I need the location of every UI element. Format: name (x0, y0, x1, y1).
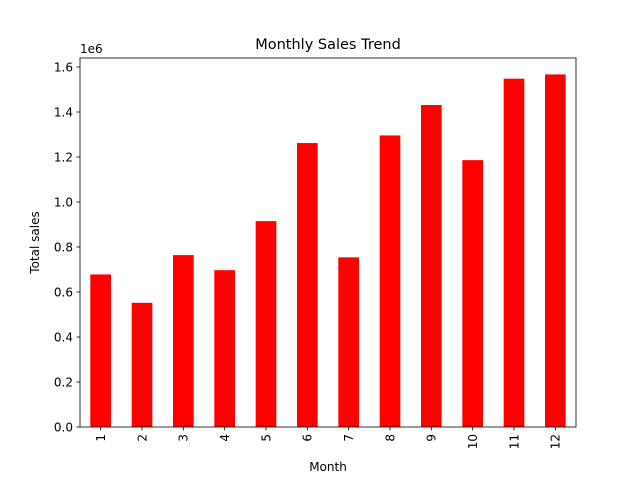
y-tick-label: 0.4 (54, 330, 73, 344)
y-tick-label: 0.6 (54, 285, 73, 299)
x-tick-label: 8 (383, 434, 397, 442)
bar-month-3 (173, 255, 194, 427)
y-tick-label: 1.6 (54, 60, 73, 74)
x-axis: 1 2 3 4 5 6 7 8 9 10 11 12 (94, 427, 563, 449)
x-tick-label: 4 (218, 434, 232, 442)
x-tick-label: 11 (507, 434, 521, 449)
x-tick-label: 1 (94, 434, 108, 442)
x-tick-label: 10 (466, 434, 480, 449)
bar-month-7 (338, 257, 359, 427)
bar-month-4 (214, 270, 235, 427)
y-axis-label: Total sales (28, 211, 42, 274)
bar-month-12 (545, 74, 566, 428)
y-tick-label: 0.8 (54, 240, 73, 254)
x-tick-label: 3 (177, 434, 191, 442)
bar-month-9 (421, 105, 442, 428)
y-tick-label: 0.0 (54, 420, 73, 434)
plot-area-frame (79, 57, 577, 428)
bar-month-5 (255, 221, 277, 427)
chart-title: Monthly Sales Trend (255, 37, 401, 53)
x-axis-label: Month (309, 460, 347, 474)
bar-month-11 (503, 78, 525, 427)
bar-month-2 (131, 302, 153, 427)
bar-month-6 (297, 143, 318, 428)
x-tick-label: 5 (259, 434, 273, 442)
x-tick-label: 12 (549, 434, 563, 449)
y-tick-label: 0.2 (54, 375, 73, 389)
bar-month-1 (90, 274, 111, 427)
x-tick-label: 9 (425, 434, 439, 442)
bar-month-10 (462, 160, 483, 427)
y-tick-label: 1.4 (54, 105, 73, 119)
y-tick-label: 1.0 (54, 195, 73, 209)
x-tick-label: 2 (135, 434, 149, 442)
x-tick-label: 7 (342, 434, 356, 442)
y-scale-label: 1e6 (80, 42, 103, 56)
y-axis: 0.0 0.2 0.4 0.6 0.8 1.0 1.2 1.4 1.6 (54, 60, 80, 434)
x-tick-label: 6 (301, 434, 315, 442)
y-tick-label: 1.2 (54, 150, 73, 164)
bar-month-8 (379, 135, 401, 427)
bars-layer (90, 74, 566, 428)
